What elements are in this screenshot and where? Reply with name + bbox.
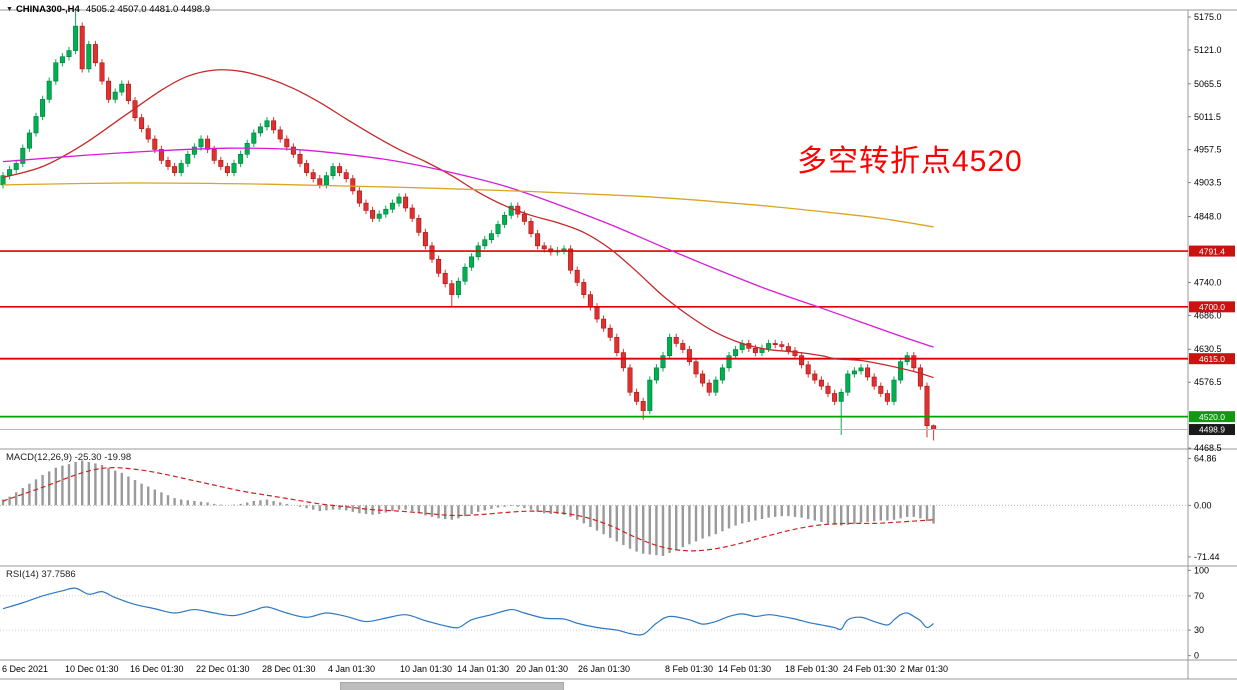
- svg-text:4630.5: 4630.5: [1194, 344, 1222, 354]
- svg-text:0.00: 0.00: [1194, 500, 1212, 510]
- svg-text:4740.0: 4740.0: [1194, 277, 1222, 287]
- svg-text:30: 30: [1194, 625, 1204, 635]
- svg-text:8 Feb 01:30: 8 Feb 01:30: [665, 664, 713, 674]
- svg-text:28 Dec 01:30: 28 Dec 01:30: [262, 664, 316, 674]
- macd-pane: 64.86 0.00 -71.44: [0, 453, 1220, 562]
- svg-text:6 Dec 2021: 6 Dec 2021: [2, 664, 48, 674]
- rsi-line: [2, 587, 934, 636]
- symbol-timeframe-label: CHINA300-,H4: [15, 4, 80, 15]
- svg-text:4791.4: 4791.4: [1199, 246, 1225, 256]
- svg-text:2 Mar 01:30: 2 Mar 01:30: [900, 664, 948, 674]
- x-axis-labels: 6 Dec 2021 10 Dec 01:30 16 Dec 01:30 22 Dec…: [2, 664, 948, 674]
- price-axis-labels: 5175.0 5121.0 5065.5 5011.5 4957.5 4903.5 4848…: [1188, 12, 1222, 453]
- svg-text:4700.0: 4700.0: [1199, 302, 1225, 312]
- svg-text:4957.5: 4957.5: [1194, 145, 1222, 155]
- pane-borders: [0, 9, 1237, 680]
- svg-text:4520.0: 4520.0: [1199, 412, 1225, 422]
- svg-text:5011.5: 5011.5: [1194, 112, 1221, 122]
- dropdown-arrow-icon: ▼: [6, 6, 13, 13]
- svg-text:22 Dec 01:30: 22 Dec 01:30: [196, 664, 250, 674]
- macd-signal-line: [2, 467, 934, 552]
- svg-text:-71.44: -71.44: [1194, 552, 1220, 562]
- svg-text:5175.0: 5175.0: [1194, 12, 1222, 22]
- svg-text:4498.9: 4498.9: [1199, 425, 1225, 435]
- svg-text:64.86: 64.86: [1194, 453, 1217, 463]
- svg-text:14 Jan 01:30: 14 Jan 01:30: [457, 664, 509, 674]
- ma-slow-line: [2, 182, 934, 228]
- svg-text:16 Dec 01:30: 16 Dec 01:30: [130, 664, 184, 674]
- svg-text:10 Jan 01:30: 10 Jan 01:30: [400, 664, 452, 674]
- svg-text:14 Feb 01:30: 14 Feb 01:30: [718, 664, 771, 674]
- horizontal-scrollbar-thumb[interactable]: [340, 682, 564, 690]
- svg-text:24 Feb 01:30: 24 Feb 01:30: [843, 664, 896, 674]
- ma-fast-line: [2, 69, 934, 379]
- svg-text:4468.5: 4468.5: [1194, 443, 1222, 453]
- svg-text:4848.0: 4848.0: [1194, 212, 1222, 222]
- svg-text:0: 0: [1194, 651, 1199, 661]
- candles-layer: [0, 10, 937, 441]
- macd-indicator-label: MACD(12,26,9) -25.30 -19.98: [6, 452, 132, 463]
- price-badges: 4791.4 4700.0 4615.0 4520.0 4498.9: [1189, 245, 1235, 436]
- svg-text:5121.0: 5121.0: [1194, 45, 1222, 55]
- chart-title: ▼ CHINA300-,H4 4505.2 4507.0 4481.0 4498.9: [6, 4, 210, 15]
- price-annotation[interactable]: 多空转折点4520: [797, 145, 1023, 178]
- svg-text:26 Jan 01:30: 26 Jan 01:30: [578, 664, 630, 674]
- svg-text:4686.0: 4686.0: [1194, 310, 1222, 320]
- svg-text:4615.0: 4615.0: [1199, 354, 1225, 364]
- rsi-indicator-label: RSI(14) 37.7586: [6, 569, 76, 580]
- svg-text:18 Feb 01:30: 18 Feb 01:30: [785, 664, 838, 674]
- support-resistance-lines[interactable]: [0, 250, 1188, 431]
- svg-text:70: 70: [1194, 591, 1204, 601]
- svg-text:4903.5: 4903.5: [1194, 178, 1222, 188]
- rsi-pane: 100 70 30 0: [0, 565, 1209, 661]
- svg-text:100: 100: [1194, 565, 1209, 575]
- svg-text:4576.5: 4576.5: [1194, 377, 1222, 387]
- svg-text:20 Jan 01:30: 20 Jan 01:30: [516, 664, 568, 674]
- svg-text:10 Dec 01:30: 10 Dec 01:30: [65, 664, 119, 674]
- svg-text:5065.5: 5065.5: [1194, 79, 1222, 89]
- svg-text:4 Jan 01:30: 4 Jan 01:30: [328, 664, 375, 674]
- ma-mid-line: [2, 147, 934, 348]
- ohlc-values: 4505.2 4507.0 4481.0 4498.9: [85, 4, 210, 15]
- macd-histogram: [1, 460, 935, 556]
